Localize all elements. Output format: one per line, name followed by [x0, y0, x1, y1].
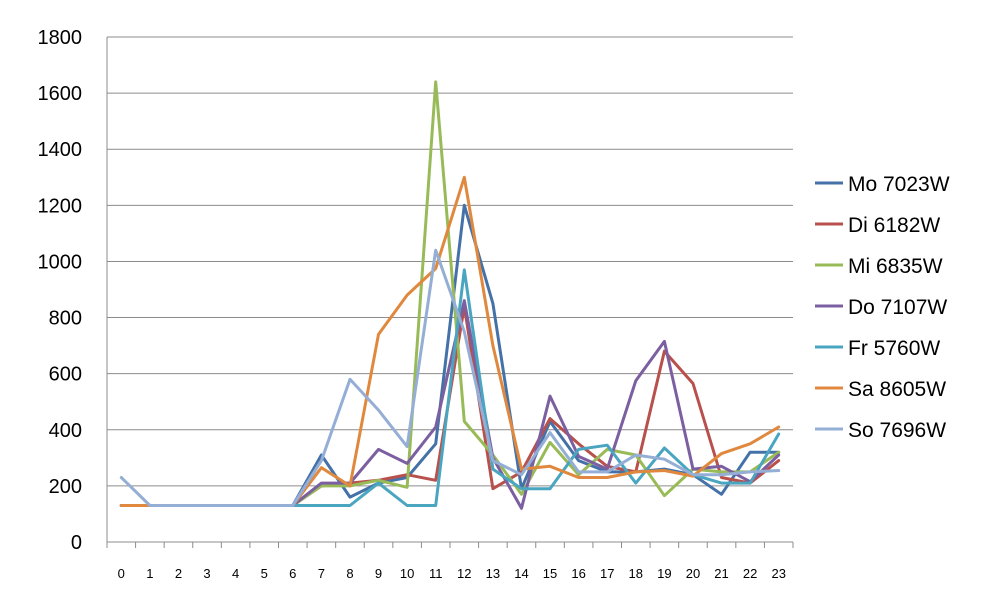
legend-item: Sa 8605W [815, 378, 946, 401]
y-tick-label: 1000 [38, 251, 83, 273]
x-tick-label: 7 [318, 566, 325, 581]
x-tick-label: 10 [400, 566, 414, 581]
y-tick-label: 0 [71, 532, 82, 554]
y-tick-label: 600 [49, 364, 82, 386]
x-tick-label: 18 [629, 566, 643, 581]
legend-label: So 7696W [848, 419, 946, 442]
legend-label: Mo 7023W [848, 173, 950, 196]
x-tick-label: 6 [289, 566, 296, 581]
x-tick-label: 3 [203, 566, 210, 581]
x-tick-label: 19 [657, 566, 671, 581]
x-tick-label: 9 [375, 566, 382, 581]
x-tick-label: 17 [600, 566, 614, 581]
legend-item: Mi 6835W [815, 255, 943, 278]
y-tick-label: 1200 [38, 195, 83, 217]
x-tick-label: 16 [571, 566, 585, 581]
x-tick-label: 13 [486, 566, 500, 581]
axes [106, 37, 794, 548]
x-tick-label: 4 [232, 566, 239, 581]
series-line-6 [119, 248, 781, 507]
x-tick-label: 15 [543, 566, 557, 581]
series-lines [119, 80, 781, 510]
x-tick-label: 1 [146, 566, 153, 581]
series-line-4 [119, 268, 781, 507]
y-tick-label: 1600 [38, 83, 83, 105]
legend-label: Sa 8605W [848, 378, 946, 401]
x-tick-label: 8 [346, 566, 353, 581]
y-tick-label: 800 [49, 308, 82, 330]
legend-label: Fr 5760W [848, 337, 940, 360]
legend-item: Di 6182W [815, 214, 940, 237]
legend-item: Do 7107W [815, 296, 947, 319]
legend-label: Mi 6835W [848, 255, 943, 278]
legend: Mo 7023W Di 6182W Mi 6835W Do 7107W Fr 5760W… [815, 173, 950, 442]
x-tick-label: 2 [175, 566, 182, 581]
x-tick-label: 22 [743, 566, 757, 581]
y-tick-label: 1800 [38, 27, 83, 49]
legend-item: Mo 7023W [815, 173, 950, 196]
legend-item: Fr 5760W [815, 337, 940, 360]
y-tick-label: 400 [49, 420, 82, 442]
y-tick-label: 1400 [38, 139, 83, 161]
legend-label: Do 7107W [848, 296, 947, 319]
x-tick-label: 14 [514, 566, 528, 581]
x-tick-label: 11 [429, 566, 443, 581]
series-line-5 [119, 175, 781, 507]
x-tick-labels: 0 1 2 3 4 5 6 7 8 9 10 11 12 13 14 15 16 17 18 19 20 21 22 23 [118, 566, 786, 581]
x-tick-label: 21 [714, 566, 728, 581]
x-tick-label: 12 [457, 566, 471, 581]
legend-label: Di 6182W [848, 214, 940, 237]
legend-item: So 7696W [815, 419, 946, 442]
y-tick-label: 200 [49, 476, 82, 498]
y-tick-labels: 0 200 400 600 800 1000 1200 1400 1600 1800 [38, 27, 83, 554]
x-tick-label: 0 [118, 566, 125, 581]
x-tick-label: 23 [771, 566, 785, 581]
x-tick-label: 5 [261, 566, 268, 581]
x-tick-label: 20 [686, 566, 700, 581]
